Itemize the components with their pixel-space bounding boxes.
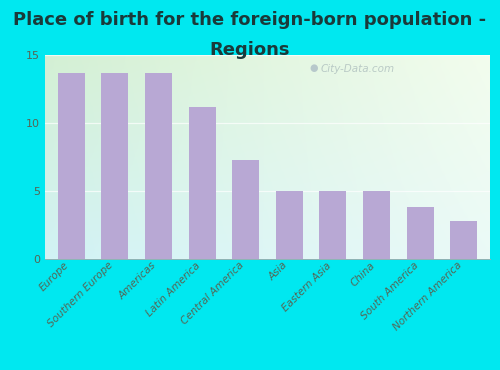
Bar xyxy=(320,191,346,259)
Bar xyxy=(145,73,172,259)
Text: Place of birth for the foreign-born population -: Place of birth for the foreign-born popu… xyxy=(14,11,486,29)
Text: City-Data.com: City-Data.com xyxy=(321,64,395,74)
Bar xyxy=(58,73,84,259)
Bar xyxy=(406,208,434,259)
Bar xyxy=(363,191,390,259)
Bar xyxy=(232,160,259,259)
Bar xyxy=(102,73,128,259)
Bar xyxy=(276,191,303,259)
Bar xyxy=(188,107,216,259)
Text: Regions: Regions xyxy=(210,41,290,59)
Text: ●: ● xyxy=(310,63,318,73)
Bar xyxy=(450,221,477,259)
